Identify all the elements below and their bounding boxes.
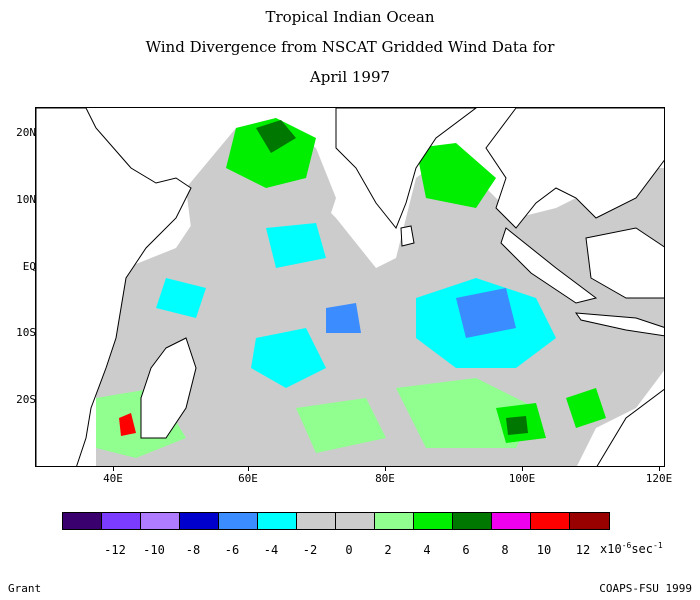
title-line-3: April 1997 bbox=[309, 68, 391, 86]
colorbar-swatch bbox=[492, 513, 531, 529]
borneo bbox=[585, 227, 664, 299]
colorbar-swatch bbox=[141, 513, 180, 529]
lat-label-eq: EQ bbox=[22, 260, 36, 273]
colorbar-swatch bbox=[531, 513, 570, 529]
colorbar-swatch bbox=[102, 513, 141, 529]
colorbar-swatch bbox=[375, 513, 414, 529]
colorbar-label: 4 bbox=[423, 543, 431, 557]
colorbar-swatch bbox=[258, 513, 297, 529]
colorbar-label: -6 bbox=[224, 543, 240, 557]
lon-tick bbox=[113, 466, 114, 471]
green-patch bbox=[416, 143, 496, 208]
australia-coast bbox=[596, 388, 664, 466]
source-credit: COAPS-FSU 1999 bbox=[599, 582, 692, 595]
cyan-patch bbox=[251, 328, 326, 388]
green-patch bbox=[566, 388, 606, 428]
colorbar-swatch bbox=[414, 513, 453, 529]
lat-label-10s: 10S bbox=[16, 326, 36, 339]
title-line-1: Tropical Indian Ocean bbox=[265, 8, 435, 26]
colorbar-swatch bbox=[570, 513, 609, 529]
map-canvas bbox=[36, 108, 664, 466]
colorbar-label: -4 bbox=[263, 543, 279, 557]
colorbar-label: 10 bbox=[536, 543, 552, 557]
darkgreen-patch bbox=[256, 120, 296, 153]
lon-tick bbox=[522, 466, 523, 471]
colorbar-label: -2 bbox=[302, 543, 318, 557]
cyan-patch bbox=[156, 278, 206, 318]
divergence-map bbox=[35, 107, 665, 467]
colorbar-swatch bbox=[453, 513, 492, 529]
red-patch bbox=[119, 413, 136, 436]
darkgreen-patch bbox=[506, 416, 528, 435]
lon-label-120e: 120E bbox=[645, 472, 673, 485]
southeast-asia-coast bbox=[485, 108, 664, 229]
lon-label-80e: 80E bbox=[375, 472, 395, 485]
blue-patch bbox=[456, 288, 516, 338]
colorbar bbox=[62, 512, 610, 530]
colorbar-label: 8 bbox=[501, 543, 509, 557]
lightgreen-patch bbox=[396, 378, 536, 448]
blue-patch bbox=[326, 303, 361, 333]
lon-tick bbox=[248, 466, 249, 471]
colorbar-label: -8 bbox=[185, 543, 201, 557]
title-line-2: Wind Divergence from NSCAT Gridded Wind … bbox=[145, 38, 555, 56]
colorbar-unit: x10-6sec-1 bbox=[600, 541, 663, 556]
colorbar-label: 2 bbox=[384, 543, 392, 557]
sumatra bbox=[500, 227, 598, 304]
lat-label-10n: 10N bbox=[16, 193, 36, 206]
colorbar-label: -12 bbox=[104, 543, 126, 557]
lon-label-40e: 40E bbox=[103, 472, 123, 485]
lon-tick bbox=[659, 466, 660, 471]
java-islands bbox=[574, 312, 664, 337]
lon-tick bbox=[385, 466, 386, 471]
madagascar bbox=[140, 337, 197, 439]
colorbar-swatch bbox=[180, 513, 219, 529]
lon-label-100e: 100E bbox=[508, 472, 536, 485]
india-coast bbox=[335, 108, 477, 229]
lightgreen-patch bbox=[296, 398, 386, 453]
colorbar-swatch bbox=[336, 513, 375, 529]
lon-label-60e: 60E bbox=[238, 472, 258, 485]
lat-label-20s: 20S bbox=[16, 393, 36, 406]
sri-lanka bbox=[400, 225, 415, 247]
colorbar-swatch bbox=[63, 513, 102, 529]
colorbar-swatch bbox=[297, 513, 336, 529]
cyan-patch bbox=[266, 223, 326, 268]
colorbar-label: 6 bbox=[462, 543, 470, 557]
africa-coast bbox=[36, 108, 192, 466]
colorbar-label: 12 bbox=[575, 543, 591, 557]
author-credit: Grant bbox=[8, 582, 42, 595]
colorbar-label: -10 bbox=[143, 543, 165, 557]
colorbar-label: 0 bbox=[345, 543, 353, 557]
lat-label-20n: 20N bbox=[16, 126, 36, 139]
colorbar-swatch bbox=[219, 513, 258, 529]
